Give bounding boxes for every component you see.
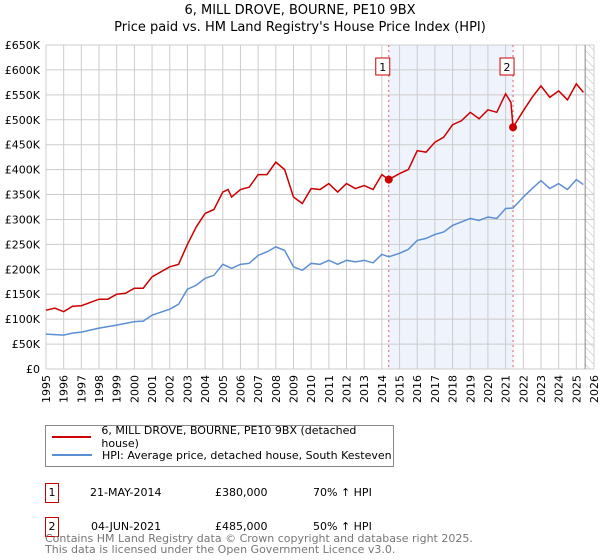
x-tick-label: 2005 <box>217 375 230 403</box>
x-tick-label: 2010 <box>305 375 318 403</box>
chart-title: 6, MILL DROVE, BOURNE, PE10 9BX <box>184 3 416 18</box>
sale-point-marker <box>509 123 518 132</box>
legend-item-property: 6, MILL DROVE, BOURNE, PE10 9BX (detache… <box>52 424 393 450</box>
y-tick-label: £300K <box>5 213 41 226</box>
y-tick-label: £500K <box>5 114 41 127</box>
x-tick-label: 2023 <box>535 375 548 403</box>
legend-swatch-blue <box>52 454 92 456</box>
transaction-price: £380,000 <box>215 486 268 499</box>
legend-label: HPI: Average price, detached house, Sout… <box>102 448 392 462</box>
legend-swatch-red <box>52 436 92 438</box>
y-tick-label: £250K <box>5 238 41 251</box>
transaction-price: £485,000 <box>215 520 268 533</box>
x-tick-label: 1996 <box>58 375 71 403</box>
x-tick-label: 2007 <box>252 375 265 403</box>
x-tick-label: 2004 <box>199 375 212 403</box>
sale-point-marker <box>384 175 393 184</box>
y-tick-label: £100K <box>5 313 41 326</box>
transaction-number: 2 <box>45 517 59 537</box>
price-chart: £0 £50K £100K £150K £200K £250K £300K £350K £400… <box>5 39 600 403</box>
y-tick-label: £400K <box>5 164 41 177</box>
x-tick-label: 2016 <box>411 375 424 403</box>
x-tick-label: 2014 <box>376 375 389 403</box>
chart-subtitle: Price paid vs. HM Land Registry's House … <box>114 20 486 35</box>
x-tick-label: 2000 <box>128 375 141 403</box>
hatched-region <box>585 45 594 369</box>
x-tick-label: 2022 <box>517 375 530 403</box>
y-tick-label: £650K <box>5 39 41 52</box>
y-tick-label: £150K <box>5 288 41 301</box>
x-tick-label: 1998 <box>93 375 106 403</box>
series-line-property <box>45 82 584 313</box>
x-tick-label: 2003 <box>181 375 194 403</box>
footer-copyright: Contains HM Land Registry data © Crown c… <box>45 532 473 545</box>
x-tick-label: 2018 <box>447 375 460 403</box>
transaction-number: 1 <box>45 483 59 503</box>
x-tick-label: 2015 <box>394 375 407 403</box>
annotation-box <box>499 57 515 76</box>
x-tick-label: 2011 <box>323 375 336 403</box>
shaded-ownership-period <box>388 45 514 369</box>
x-tick-label: 2017 <box>429 375 442 403</box>
footer-licence: This data is licensed under the Open Gov… <box>45 543 396 556</box>
transaction-date: 21-MAY-2014 <box>90 486 162 499</box>
x-tick-label: 2024 <box>553 375 566 403</box>
x-tick-label: 2020 <box>482 375 495 403</box>
y-tick-label: £550K <box>5 89 41 102</box>
y-tick-label: £0 <box>26 363 40 376</box>
x-tick-label: 2025 <box>570 375 583 403</box>
x-tick-label: 2001 <box>146 375 159 403</box>
y-tick-label: £600K <box>5 64 41 77</box>
x-tick-label: 2008 <box>270 375 283 403</box>
y-tick-label: £450K <box>5 139 41 152</box>
x-tick-label: 2021 <box>500 375 513 403</box>
x-tick-label: 1999 <box>111 375 124 403</box>
x-tick-label: 1995 <box>40 375 53 403</box>
legend: 6, MILL DROVE, BOURNE, PE10 9BX (detache… <box>45 424 394 467</box>
transaction-hpi: 50% ↑ HPI <box>313 520 372 533</box>
x-tick-label: 2009 <box>287 375 300 403</box>
y-tick-label: £200K <box>5 263 41 276</box>
x-tick-label: 2026 <box>588 375 600 403</box>
transaction-date: 04-JUN-2021 <box>91 520 162 533</box>
y-tick-label: £50K <box>12 338 41 351</box>
annotation-label: 2 <box>504 61 511 74</box>
x-tick-label: 1997 <box>75 375 88 403</box>
x-tick-label: 2002 <box>164 375 177 403</box>
x-tick-label: 2006 <box>234 375 247 403</box>
annotation-label: 1 <box>379 61 386 74</box>
series-line-hpi <box>45 178 584 336</box>
annotation-box <box>375 57 391 76</box>
transaction-hpi: 70% ↑ HPI <box>313 486 372 499</box>
x-tick-label: 2019 <box>464 375 477 403</box>
legend-item-hpi: HPI: Average price, detached house, Sout… <box>52 446 392 464</box>
footer: Contains HM Land Registry data © Crown c… <box>45 533 473 555</box>
x-tick-label: 2013 <box>358 375 371 403</box>
y-tick-label: £350K <box>5 189 41 202</box>
x-tick-label: 2012 <box>341 375 354 403</box>
legend-label: 6, MILL DROVE, BOURNE, PE10 9BX (detache… <box>101 424 357 450</box>
